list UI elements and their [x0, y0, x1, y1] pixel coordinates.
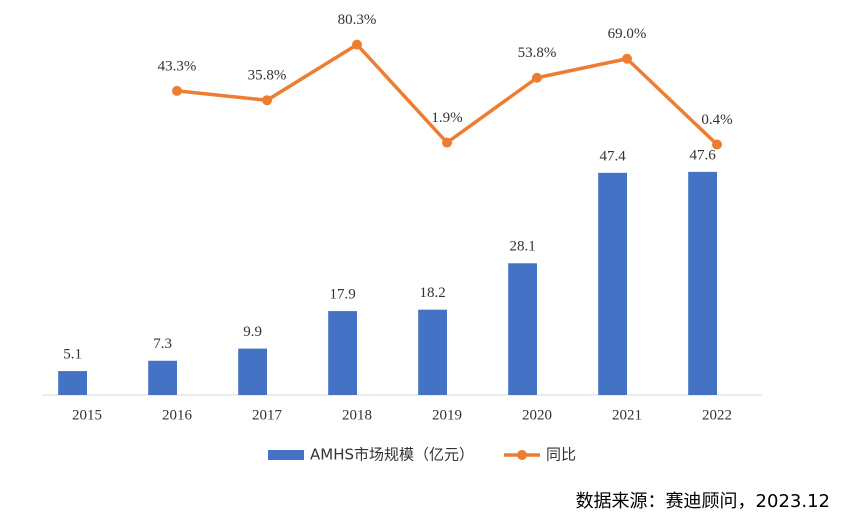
bar — [598, 172, 627, 395]
line-label: 35.8% — [248, 68, 287, 84]
bar-label: 9.9 — [243, 324, 262, 340]
line — [176, 42, 719, 146]
bar — [328, 311, 357, 395]
bar — [418, 309, 447, 395]
line-point — [352, 39, 362, 50]
bar-label: 47.4 — [599, 148, 626, 164]
line-point — [442, 137, 452, 148]
bar — [58, 371, 87, 395]
legend-swatch — [268, 450, 304, 460]
line-label: 43.3% — [158, 58, 197, 74]
x-tick-label: 2015 — [72, 407, 102, 423]
line-label: 0.4% — [701, 112, 732, 128]
x-tick-label: 2017 — [252, 407, 283, 423]
line-label: 80.3% — [338, 12, 377, 28]
line-point — [172, 85, 182, 96]
line-point — [532, 72, 542, 83]
bar — [688, 171, 717, 395]
legend-label: AMHS市场规模（亿元） — [310, 446, 474, 464]
source-note: 数据来源：赛迪顾问，2023.12 — [576, 491, 830, 512]
legend-swatch — [517, 450, 528, 460]
legend-label: 同比 — [546, 446, 576, 464]
bar-label: 7.3 — [153, 336, 172, 352]
x-tick-label: 2021 — [612, 407, 642, 423]
bar — [508, 263, 537, 395]
line-point — [262, 95, 272, 106]
x-tick-label: 2019 — [432, 407, 462, 423]
bar-label: 5.1 — [63, 347, 82, 363]
x-tick-label: 2020 — [522, 407, 552, 423]
bar — [238, 348, 267, 395]
line-label: 69.0% — [608, 26, 647, 42]
x-tick-label: 2018 — [342, 407, 372, 423]
line-point — [622, 53, 632, 64]
bar-label: 18.2 — [419, 285, 445, 301]
x-tick-label: 2022 — [702, 407, 732, 423]
x-tick-label: 2016 — [162, 407, 193, 423]
bar-label: 28.1 — [509, 239, 535, 255]
line-point — [712, 139, 722, 150]
line-label: 1.9% — [431, 110, 462, 126]
bar-label: 17.9 — [329, 287, 355, 303]
line-label: 53.8% — [518, 45, 557, 61]
bar-label: 47.6 — [689, 147, 716, 163]
bar — [148, 360, 177, 395]
